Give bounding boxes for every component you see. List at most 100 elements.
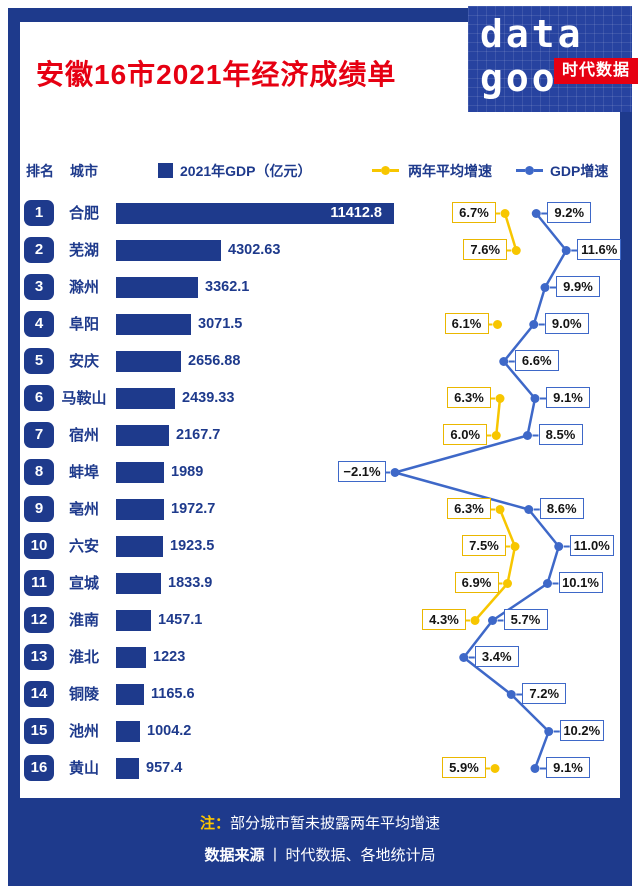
legend-gdp-label: 2021年GDP（亿元） [180, 163, 312, 179]
city-label: 马鞍山 [61, 390, 107, 407]
gdp-value: 957.4 [146, 760, 183, 776]
avg-growth-label: 7.6% [463, 239, 508, 260]
footer-note-text: 部分城市暂未披露两年平均增速 [230, 815, 441, 832]
gdp-bar [116, 499, 164, 520]
legend-gdp-growth-label: GDP增速 [550, 163, 609, 179]
gdp-growth-label: 9.0% [544, 313, 589, 334]
legend-avg-growth-label: 两年平均增速 [408, 163, 492, 179]
city-label: 淮南 [68, 612, 99, 629]
rank-badge: 11 [24, 570, 54, 596]
rank-badge: 9 [24, 496, 54, 522]
gdp-bar [116, 203, 394, 224]
rank-badge: 10 [24, 533, 54, 559]
rank-badge: 13 [24, 644, 54, 670]
avg-growth-label: 6.9% [454, 572, 499, 593]
gdp-bar [116, 425, 169, 446]
gdp-value: 3071.5 [198, 316, 243, 332]
avg-growth-label: 6.3% [447, 387, 491, 408]
gdp-value: 1165.6 [151, 686, 195, 702]
city-label: 合肥 [68, 205, 99, 222]
gdp-bar [116, 240, 221, 261]
gdp-bar [116, 277, 198, 298]
rank-badge: 6 [24, 385, 54, 411]
rank-badge: 14 [24, 681, 54, 707]
gdp-growth-label: 9.1% [546, 387, 590, 408]
gdp-growth-label: 8.5% [538, 424, 583, 445]
city-label: 阜阳 [68, 316, 99, 333]
gdp-growth-label: 6.6% [514, 350, 559, 371]
legend-line-segment [534, 169, 543, 172]
gdp-value: 1223 [153, 649, 186, 665]
gdp-value: 2167.7 [176, 427, 221, 443]
footer-note-prefix: 注： [199, 815, 230, 832]
gdp-growth-legend-icon [516, 166, 543, 175]
gdp-value: 11412.8 [330, 205, 382, 221]
gdp-bar [116, 314, 191, 335]
rank-badge: 16 [24, 755, 54, 781]
gdp-bar [116, 573, 161, 594]
city-label: 铜陵 [68, 686, 99, 703]
city-label: 池州 [68, 723, 99, 740]
city-label: 滁州 [68, 279, 99, 296]
gdp-value: 1972.7 [171, 501, 216, 517]
gdp-value: 2439.33 [182, 390, 235, 406]
avg-growth-label: 6.0% [443, 424, 488, 445]
gdp-value: 3362.1 [205, 279, 250, 295]
legend-dot [381, 166, 390, 175]
gdp-bar [116, 684, 144, 705]
city-label: 亳州 [68, 501, 99, 518]
avg-growth-label: 7.5% [462, 535, 506, 556]
logo-word-bottom: goo [480, 56, 558, 100]
avg-growth-label: 6.3% [447, 498, 491, 519]
gdp-growth-label: 9.9% [556, 276, 600, 297]
legend-city-label: 城市 [70, 163, 98, 179]
rank-badge: 2 [24, 237, 54, 263]
avg-growth-label: 6.7% [452, 202, 496, 223]
legend-dot [525, 166, 534, 175]
city-label: 安庆 [68, 353, 99, 370]
city-label: 芜湖 [68, 242, 99, 259]
gdp-bar [116, 721, 140, 742]
footer-source: 数据来源丨时代数据、各地统计局 [0, 844, 640, 865]
legend-line-segment [516, 169, 525, 172]
gdp-value: 1833.9 [168, 575, 213, 591]
logo-word-top: data [480, 12, 584, 56]
city-label: 蚌埠 [68, 464, 99, 481]
rank-badge: 15 [24, 718, 54, 744]
gdp-value: 2656.88 [188, 353, 241, 369]
gdp-bar [116, 388, 175, 409]
avg-growth-label: 5.9% [442, 757, 486, 778]
gdp-value: 1923.5 [170, 538, 215, 554]
gdp-bar [116, 536, 163, 557]
gdp-growth-label: 11.6% [577, 239, 622, 260]
gdp-growth-label: 10.1% [558, 572, 603, 593]
gdp-bar [116, 462, 164, 483]
rank-badge: 1 [24, 200, 54, 226]
gdp-value: 1457.1 [158, 612, 203, 628]
gdp-bar-swatch [158, 163, 173, 178]
footer-source-separator: 丨 [267, 847, 283, 864]
rank-badge: 8 [24, 459, 54, 485]
footer-source-text: 时代数据、各地统计局 [285, 847, 436, 864]
footer-note: 注：部分城市暂未披露两年平均增速 [0, 812, 640, 833]
avg-growth-label: 6.1% [444, 313, 489, 334]
gdp-value: 1004.2 [147, 723, 192, 739]
avg-growth-legend-icon [372, 166, 399, 175]
page-title: 安徽16市2021年经济成绩单 [36, 59, 397, 90]
legend-line-segment [390, 169, 399, 172]
gdp-growth-label: 10.2% [559, 720, 604, 741]
brand-logo: data goo 时代数据 [468, 6, 638, 112]
gdp-growth-label: 11.0% [569, 535, 614, 556]
city-label: 黄山 [68, 760, 99, 777]
gdp-growth-label: 3.4% [474, 646, 519, 667]
rank-badge: 3 [24, 274, 54, 300]
legend-rank-label: 排名 [26, 163, 54, 179]
legend-line-segment [372, 169, 381, 172]
gdp-value: 1989 [171, 464, 204, 480]
city-label: 淮北 [68, 649, 99, 666]
gdp-growth-label: 9.2% [547, 202, 592, 223]
gdp-bar [116, 610, 151, 631]
gdp-bar [116, 647, 146, 668]
